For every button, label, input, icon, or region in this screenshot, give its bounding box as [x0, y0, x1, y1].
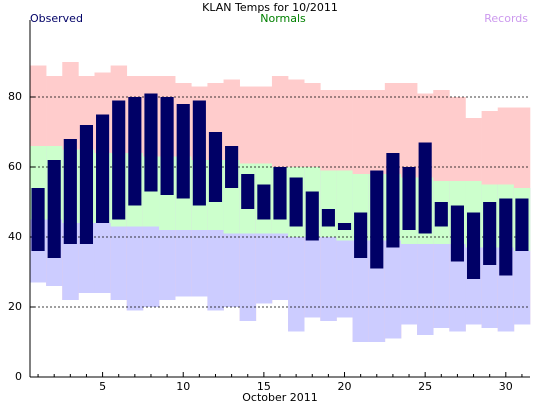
observed-bar [47, 160, 61, 258]
observed-bar [515, 198, 529, 251]
observed-bar [112, 100, 126, 220]
y-tick-label: 20 [8, 300, 22, 313]
observed-bar [31, 188, 45, 251]
observed-bar [354, 212, 368, 258]
observed-bar [499, 198, 513, 276]
observed-bar [386, 153, 400, 248]
observed-bar [192, 100, 206, 206]
observed-bar [434, 202, 448, 227]
observed-bar [337, 223, 352, 230]
x-tick-label: 30 [499, 380, 513, 393]
observed-bar [225, 146, 239, 188]
observed-bar [450, 205, 464, 262]
x-tick-label: 20 [338, 380, 352, 393]
normal-range [320, 170, 337, 237]
observed-bar [305, 191, 319, 241]
observed-bar [241, 174, 255, 209]
y-tick-label: 0 [15, 370, 22, 383]
observed-bar [257, 184, 271, 220]
observed-bar [273, 167, 287, 220]
x-tick-label: 25 [418, 380, 432, 393]
observed-bar [160, 97, 174, 195]
legend-entry: Observed [30, 12, 83, 25]
x-axis-label: October 2011 [242, 391, 318, 404]
observed-bar [144, 93, 158, 192]
observed-bar [466, 212, 481, 279]
y-tick-label: 40 [8, 230, 22, 243]
x-tick-label: 10 [176, 380, 190, 393]
observed-bar [63, 139, 77, 244]
y-tick-label: 60 [8, 160, 22, 173]
x-tick-label: 15 [257, 380, 271, 393]
observed-bar [128, 97, 142, 206]
observed-bar [321, 209, 335, 227]
legend-entry: Normals [260, 12, 306, 25]
observed-bar [289, 177, 303, 227]
observed-bar [370, 170, 384, 269]
observed-bar [208, 132, 223, 202]
y-tick-label: 80 [8, 90, 22, 103]
observed-bar [176, 104, 190, 199]
observed-bar [483, 202, 497, 265]
x-tick-label: 5 [99, 380, 106, 393]
observed-bar [79, 125, 94, 244]
observed-bar [418, 142, 432, 234]
legend-entry: Records [484, 12, 528, 25]
observed-bar [96, 114, 110, 223]
observed-bar [402, 167, 416, 230]
chart-title: KLAN Temps for 10/2011 [202, 1, 338, 14]
